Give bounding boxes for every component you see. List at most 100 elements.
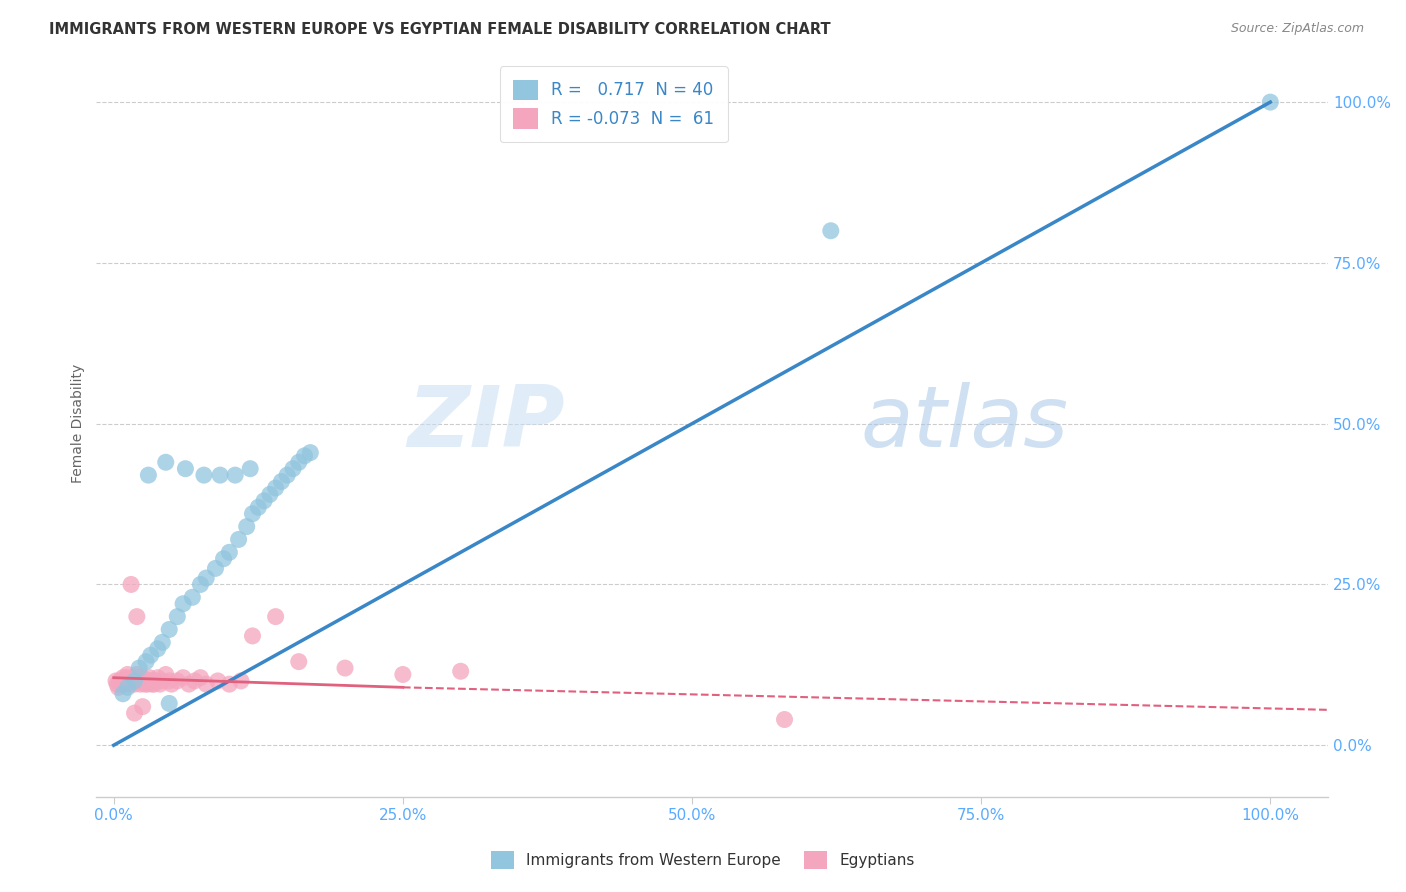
Point bbox=[112, 677, 135, 691]
Point bbox=[146, 641, 169, 656]
Point bbox=[218, 677, 240, 691]
Point bbox=[392, 667, 415, 681]
Point bbox=[224, 468, 246, 483]
Point bbox=[128, 661, 150, 675]
Point bbox=[138, 671, 160, 685]
Point bbox=[135, 655, 157, 669]
Point bbox=[166, 609, 188, 624]
Point bbox=[121, 671, 143, 685]
Point bbox=[157, 697, 180, 711]
Point bbox=[228, 533, 250, 547]
Point bbox=[139, 648, 162, 663]
Point bbox=[118, 677, 141, 691]
Point bbox=[120, 577, 142, 591]
Point bbox=[138, 468, 160, 483]
Point bbox=[111, 673, 134, 688]
Point bbox=[294, 449, 316, 463]
Point bbox=[128, 673, 150, 688]
Point bbox=[138, 673, 160, 688]
Point bbox=[193, 468, 215, 483]
Point bbox=[125, 667, 148, 681]
Point bbox=[122, 673, 145, 688]
Point bbox=[820, 224, 842, 238]
Point bbox=[235, 519, 257, 533]
Point bbox=[143, 677, 166, 691]
Point bbox=[111, 687, 134, 701]
Point bbox=[333, 661, 356, 675]
Point bbox=[281, 461, 304, 475]
Point bbox=[172, 671, 194, 685]
Point bbox=[270, 475, 292, 489]
Point bbox=[127, 671, 149, 685]
Point bbox=[105, 673, 128, 688]
Point bbox=[259, 487, 281, 501]
Point bbox=[166, 673, 188, 688]
Text: ZIP: ZIP bbox=[406, 382, 564, 465]
Point bbox=[195, 677, 218, 691]
Point bbox=[132, 673, 155, 688]
Point bbox=[157, 673, 180, 688]
Point bbox=[450, 665, 472, 679]
Text: atlas: atlas bbox=[860, 382, 1069, 465]
Point bbox=[143, 673, 166, 688]
Point bbox=[190, 671, 212, 685]
Point bbox=[117, 681, 139, 695]
Point bbox=[276, 468, 298, 483]
Point bbox=[150, 673, 173, 688]
Point bbox=[264, 481, 287, 495]
Point bbox=[172, 597, 194, 611]
Point bbox=[177, 677, 200, 691]
Point bbox=[136, 677, 159, 691]
Point bbox=[124, 706, 146, 720]
Text: Source: ZipAtlas.com: Source: ZipAtlas.com bbox=[1230, 22, 1364, 36]
Point bbox=[157, 623, 180, 637]
Point bbox=[150, 635, 173, 649]
Point bbox=[125, 609, 148, 624]
Point bbox=[117, 667, 139, 681]
Point bbox=[190, 577, 212, 591]
Legend: Immigrants from Western Europe, Egyptians: Immigrants from Western Europe, Egyptian… bbox=[485, 845, 921, 875]
Point bbox=[299, 445, 322, 459]
Point bbox=[124, 677, 146, 691]
Point bbox=[181, 591, 204, 605]
Y-axis label: Female Disability: Female Disability bbox=[72, 364, 86, 483]
Point bbox=[105, 677, 128, 691]
Point bbox=[155, 455, 177, 469]
Point bbox=[195, 571, 218, 585]
Point bbox=[131, 673, 153, 688]
Point bbox=[146, 671, 169, 685]
Point bbox=[247, 500, 270, 515]
Point bbox=[773, 713, 796, 727]
Point bbox=[139, 673, 162, 688]
Point bbox=[264, 609, 287, 624]
Point bbox=[229, 673, 252, 688]
Point bbox=[242, 629, 264, 643]
Point bbox=[124, 673, 146, 688]
Text: IMMIGRANTS FROM WESTERN EUROPE VS EGYPTIAN FEMALE DISABILITY CORRELATION CHART: IMMIGRANTS FROM WESTERN EUROPE VS EGYPTI… bbox=[49, 22, 831, 37]
Point bbox=[149, 677, 172, 691]
Point bbox=[160, 677, 183, 691]
Point bbox=[155, 667, 177, 681]
Point bbox=[124, 673, 146, 688]
Point bbox=[253, 493, 276, 508]
Point bbox=[108, 673, 131, 688]
Point bbox=[107, 681, 129, 695]
Point bbox=[110, 677, 132, 691]
Point bbox=[111, 671, 134, 685]
Legend: R =   0.717  N = 40, R = -0.073  N =  61: R = 0.717 N = 40, R = -0.073 N = 61 bbox=[499, 67, 728, 142]
Point bbox=[131, 671, 153, 685]
Point bbox=[207, 673, 229, 688]
Point bbox=[120, 673, 142, 688]
Point bbox=[115, 671, 138, 685]
Point bbox=[135, 673, 157, 688]
Point bbox=[129, 677, 152, 691]
Point bbox=[134, 677, 156, 691]
Point bbox=[212, 551, 235, 566]
Point bbox=[287, 455, 309, 469]
Point bbox=[209, 468, 232, 483]
Point bbox=[218, 545, 240, 559]
Point bbox=[118, 673, 141, 688]
Point bbox=[142, 673, 165, 688]
Point bbox=[204, 561, 226, 575]
Point bbox=[141, 677, 163, 691]
